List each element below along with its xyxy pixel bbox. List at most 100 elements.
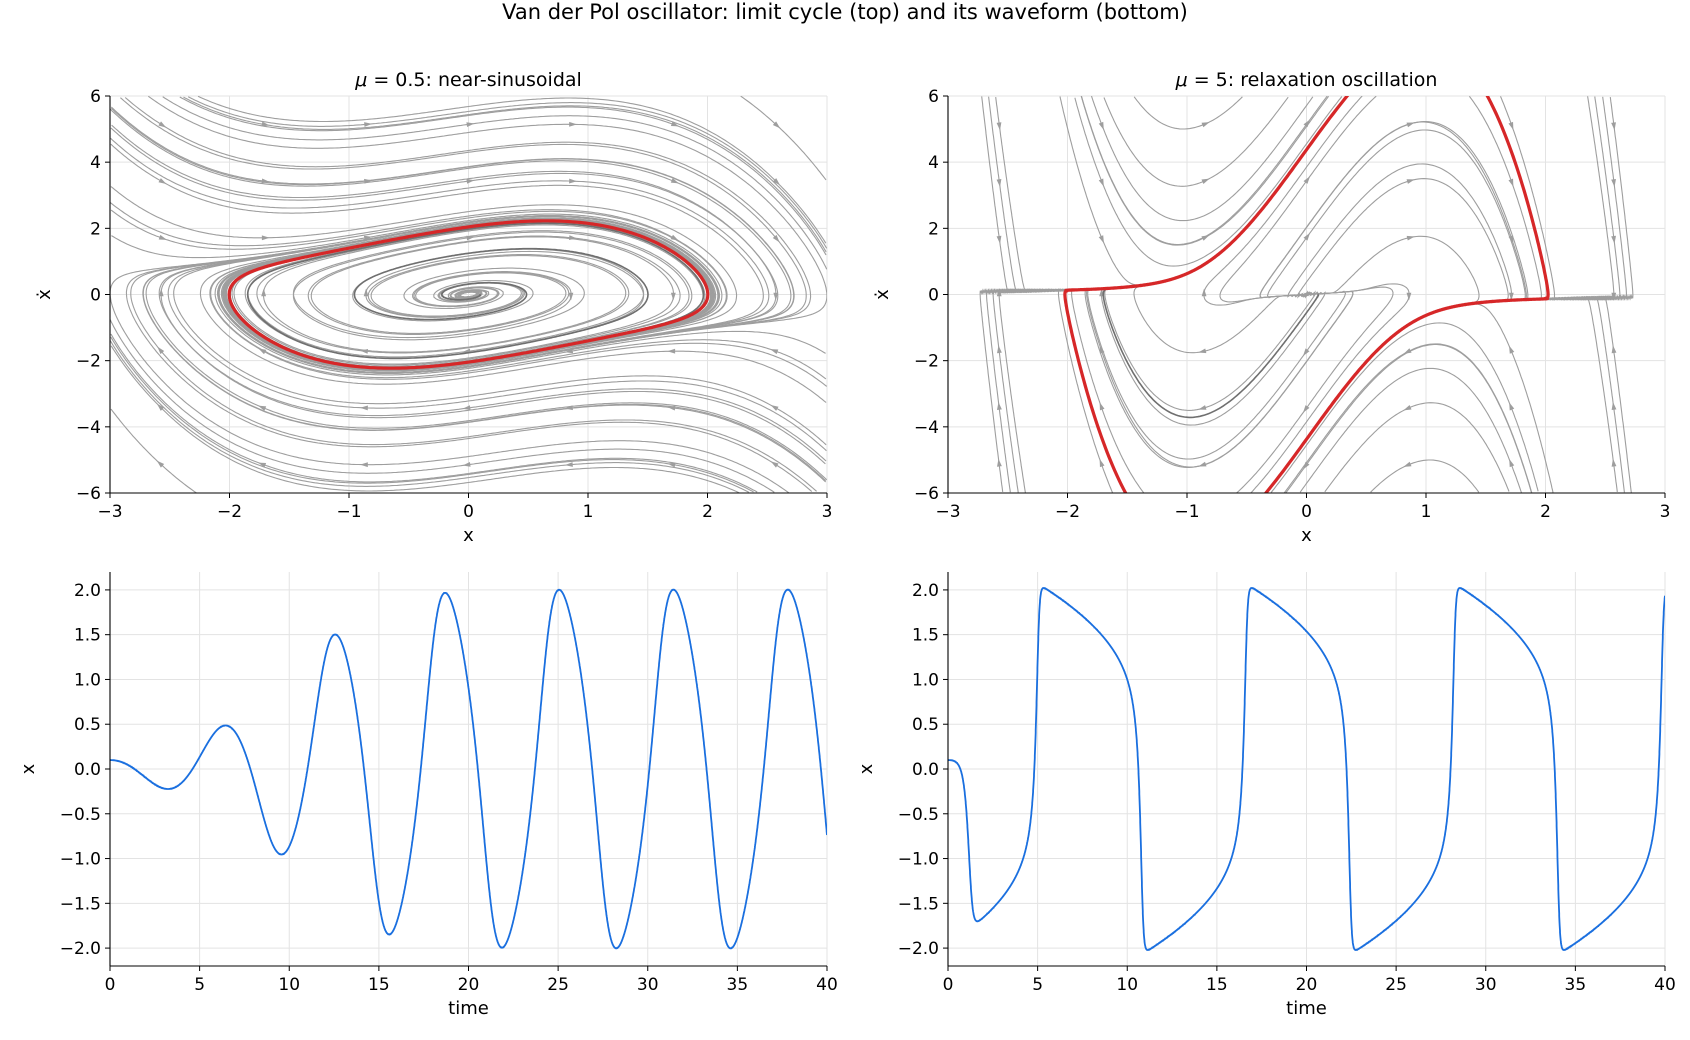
x-tick-label: 0 [1301,502,1312,522]
streamline-arrow [1201,178,1210,185]
streamline-arrow [1508,292,1514,301]
streamline-arrow [1302,405,1310,413]
streamline-arrow [466,122,475,128]
y-tick-label: 6 [90,87,101,107]
streamline [197,96,827,244]
streamline-arrow [1509,459,1515,468]
streamline-arrow [1302,461,1310,470]
y-tick-label: 0.0 [74,760,101,780]
streamline-arrow [462,405,471,411]
streamline [179,96,827,256]
x-tick-label: 35 [727,975,749,995]
streamline [1259,121,1527,493]
streamline-arrow [997,458,1002,467]
y-tick-label: 2.0 [912,581,939,601]
streamline-arrow [1406,235,1415,241]
y-tick-label: 0.5 [912,715,939,735]
streamline-arrow [1508,178,1514,187]
streamline-arrow [261,235,270,241]
streamline [187,96,827,249]
plot-area [979,96,1634,493]
streamline [1103,96,1289,187]
y-tick-label: −4 [76,418,101,438]
panel-title: μ = 0.5: near-sinusoidal [354,69,582,91]
y-tick-label: 1.5 [912,626,939,646]
streamline [1299,367,1523,493]
plot-area [110,96,827,493]
streamline-arrow [158,121,167,128]
y-tick-label: −4 [914,418,939,438]
streamline-arrow [1403,348,1412,354]
y-tick-label: 2.0 [74,581,101,601]
x-tick-label: 0 [943,975,954,995]
x-tick-label: −1 [336,502,361,522]
streamline-arrow [1509,402,1515,411]
streamline [1084,97,1354,469]
limit-cycle-line [1063,96,1550,493]
streamline-arrow [1509,345,1515,354]
streamline-arrow [1611,345,1617,354]
x-tick-label: 5 [194,975,205,995]
streamline-arrow [258,405,267,411]
y-tick-label: 2 [928,219,939,239]
x-axis-label: time [1286,998,1327,1019]
x-tick-label: 1 [1421,502,1432,522]
y-tick-label: −1.5 [898,894,939,914]
y-tick-label: 0.0 [912,760,939,780]
y-axis-label: x [18,763,39,774]
waveform-line [110,588,827,950]
streamline-arrow [569,178,577,184]
x-tick-label: 15 [1206,975,1228,995]
streamline-arrow [156,403,165,411]
y-tick-label: −1.0 [60,850,101,870]
x-tick-label: 0 [463,502,474,522]
streamline-arrow [773,292,779,301]
x-tick-label: −2 [217,502,242,522]
streamline-arrow [1611,179,1616,188]
streamline [1236,286,1394,493]
streamline [1259,120,1529,492]
title-text: = 5: relaxation oscillation [1188,69,1438,91]
streamline [1133,96,1243,130]
streamline-arrow [1508,235,1514,244]
streamline-arrow [261,288,267,297]
streamline-arrow [770,461,779,468]
plot-area [110,588,827,950]
x-tick-label: 25 [1385,975,1407,995]
streamline-arrow [1099,458,1105,468]
y-tick-label: 2 [90,219,101,239]
y-tick-label: 4 [928,153,939,173]
plot-area [948,587,1665,951]
streamline-arrow [1611,122,1616,131]
y-tick-label: 1.0 [912,670,939,690]
streamline-arrow [996,179,1002,188]
y-tick-label: −6 [76,484,101,504]
streamline-arrow [1406,179,1415,184]
streamline-arrow [360,348,369,354]
streamline-arrow [462,461,471,467]
x-tick-label: 35 [1565,975,1587,995]
x-tick-label: 3 [1660,502,1671,522]
streamline [110,340,750,493]
streamline [110,336,754,493]
streamline-arrow [360,405,368,411]
y-tick-label: −2 [914,352,939,372]
title-mu-symbol: μ [354,69,367,91]
streamline-arrow [158,288,164,297]
streamline-arrow [158,234,167,240]
streamline [1324,402,1510,493]
streamline [740,96,827,181]
streamline-arrow [466,178,475,184]
y-tick-label: 0.5 [74,715,101,735]
streamline [1283,343,1533,493]
streamline-arrow [772,121,781,129]
streamline-arrow [1611,458,1617,467]
streamline-arrow [1303,119,1311,128]
streamline-arrow [364,122,373,127]
x-tick-label: −2 [1055,502,1080,522]
y-tick-label: −2 [76,352,101,372]
x-tick-label: 5 [1032,975,1043,995]
x-tick-label: 30 [637,975,659,995]
x-tick-label: 1 [583,502,594,522]
